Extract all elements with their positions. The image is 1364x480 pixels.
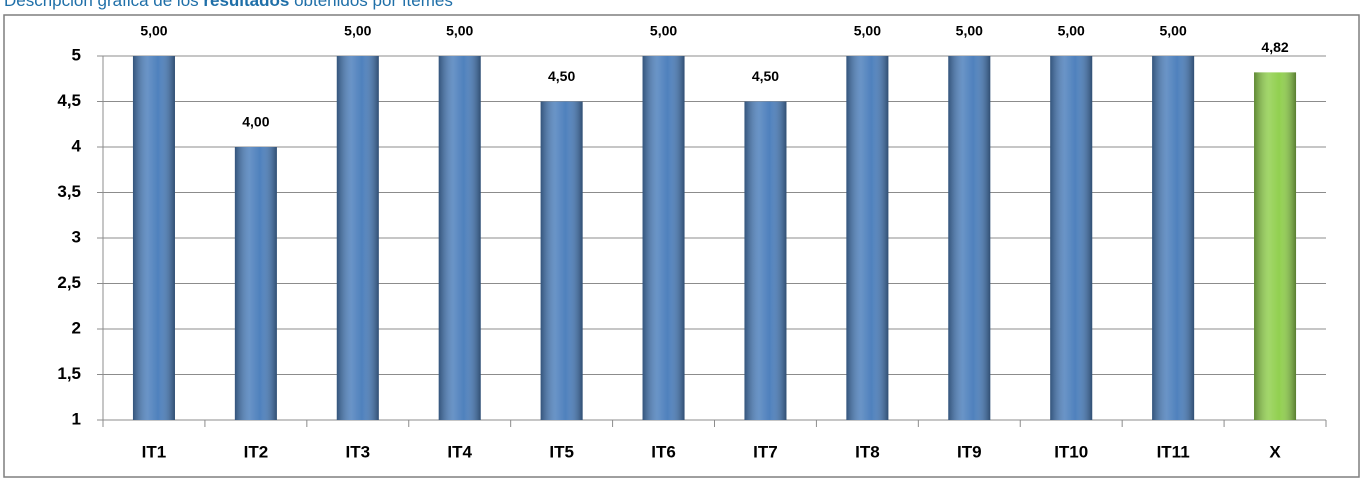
x-tick-label: IT1 bbox=[142, 442, 167, 461]
bar-shading bbox=[744, 101, 787, 420]
value-label: 5,00 bbox=[344, 23, 371, 39]
value-label: 4,82 bbox=[1261, 39, 1288, 55]
y-tick-label: 1,5 bbox=[57, 364, 81, 383]
x-tick-label: IT4 bbox=[447, 442, 472, 461]
bar-shading bbox=[438, 56, 481, 420]
x-tick-label: IT7 bbox=[753, 442, 778, 461]
x-tick-label: IT6 bbox=[651, 442, 676, 461]
y-tick-label: 3 bbox=[72, 227, 81, 246]
value-label: 5,00 bbox=[1058, 23, 1085, 39]
x-tick-label: IT5 bbox=[549, 442, 574, 461]
bar-shading bbox=[948, 56, 991, 420]
value-label: 4,50 bbox=[548, 68, 575, 84]
bar-shading bbox=[1152, 56, 1195, 420]
bar-shading bbox=[540, 101, 583, 420]
chart-frame bbox=[3, 14, 1360, 478]
value-label: 5,00 bbox=[956, 23, 983, 39]
y-tick-label: 4 bbox=[72, 136, 82, 155]
x-tick-label: IT11 bbox=[1157, 442, 1190, 461]
value-label: 5,00 bbox=[650, 23, 677, 39]
x-tick-label: IT10 bbox=[1054, 442, 1088, 461]
y-tick-label: 3,5 bbox=[57, 182, 81, 201]
bar-shading bbox=[846, 56, 889, 420]
x-tick-label: IT9 bbox=[957, 442, 982, 461]
bar-shading bbox=[1050, 56, 1093, 420]
bar-shading bbox=[642, 56, 685, 420]
value-label: 5,00 bbox=[854, 23, 881, 39]
value-label: 5,00 bbox=[140, 23, 167, 39]
bar-shading bbox=[132, 56, 175, 420]
bar-shading bbox=[234, 147, 277, 420]
bar-shading bbox=[1254, 72, 1297, 420]
x-tick-label: IT2 bbox=[244, 442, 269, 461]
value-label: 4,00 bbox=[242, 114, 269, 130]
title-part: Descripción gráfica de los bbox=[4, 0, 203, 10]
value-label: 5,00 bbox=[446, 23, 473, 39]
y-tick-label: 2 bbox=[72, 318, 81, 337]
x-tick-label: IT3 bbox=[346, 442, 371, 461]
value-label: 4,50 bbox=[752, 68, 779, 84]
title-part: obtenidos por ítemes bbox=[289, 0, 452, 10]
value-label: 5,00 bbox=[1160, 23, 1187, 39]
bar-shading bbox=[336, 56, 379, 420]
chart-title: Descripción gráfica de los resultados ob… bbox=[4, 0, 453, 10]
title-part: resultados bbox=[203, 0, 289, 10]
x-tick-label: X bbox=[1269, 442, 1281, 461]
y-tick-label: 1 bbox=[72, 409, 81, 428]
y-tick-label: 2,5 bbox=[57, 273, 81, 292]
x-tick-label: IT8 bbox=[855, 442, 880, 461]
y-tick-label: 4,5 bbox=[57, 91, 81, 110]
y-tick-label: 5 bbox=[72, 45, 81, 64]
